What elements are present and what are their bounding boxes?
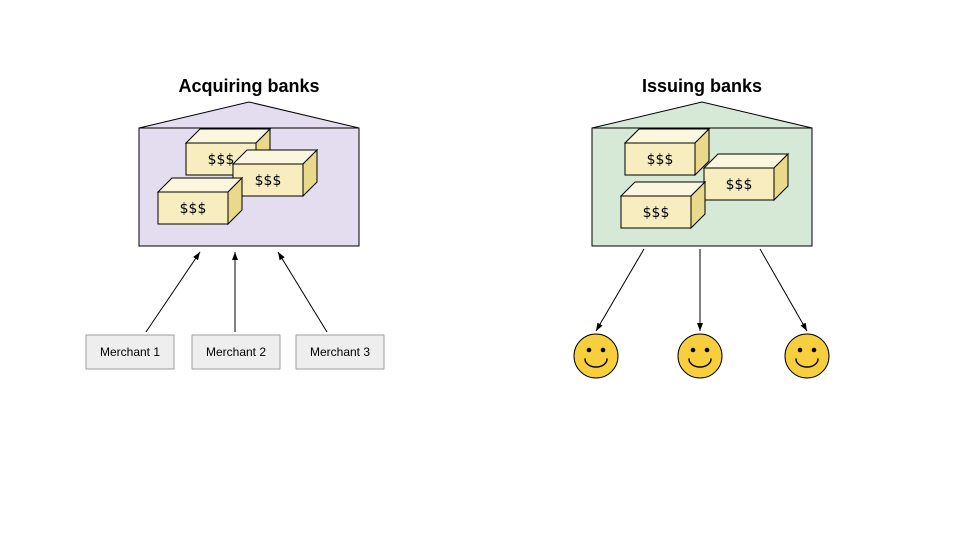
issuing-banks-group: Issuing banks $$$ $$$ $$$ [574,76,829,378]
arrow [596,249,644,331]
money-block-icon: $$$ [233,150,317,196]
merchant-label: Merchant 2 [206,345,266,359]
money-label: $$$ [643,205,670,221]
smiley-faces [574,334,829,378]
bank-roof-left [139,102,359,128]
issuing-bank-icon: $$$ $$$ $$$ [592,102,812,246]
money-block-icon: $$$ [625,129,709,175]
money-block-icon: $$$ [621,182,705,228]
arrows-right [596,249,807,331]
arrow [278,252,327,332]
arrow [760,249,807,331]
merchant-box: Merchant 1 [86,335,174,369]
merchant-box: Merchant 3 [296,335,384,369]
bank-roof-right [592,102,812,128]
money-label: $$$ [180,201,207,217]
arrows-left [146,252,327,332]
merchant-label: Merchant 3 [310,345,370,359]
money-block-icon: $$$ [704,154,788,200]
acquiring-banks-group: Acquiring banks $$$$$$$$$ Merchant 1Merc… [86,76,384,369]
smiley-icon [785,334,829,378]
arrow [146,252,200,332]
money-label: $$$ [726,177,753,193]
smiley-icon [678,334,722,378]
merchant-boxes: Merchant 1 Merchant 2 Merchant 3 [86,335,384,369]
merchant-box: Merchant 2 [192,335,280,369]
money-label: $$$ [208,152,235,168]
money-label: $$$ [255,173,282,189]
acquiring-title: Acquiring banks [178,76,319,96]
diagram-canvas: Acquiring banks $$$$$$$$$ Merchant 1Merc… [0,0,960,540]
merchant-label: Merchant 1 [100,345,160,359]
issuing-title: Issuing banks [642,76,762,96]
money-block-icon: $$$ [158,178,242,224]
smiley-icon [574,334,618,378]
acquiring-bank-icon: $$$ $$$ $$$ [139,102,359,246]
money-label: $$$ [647,152,674,168]
